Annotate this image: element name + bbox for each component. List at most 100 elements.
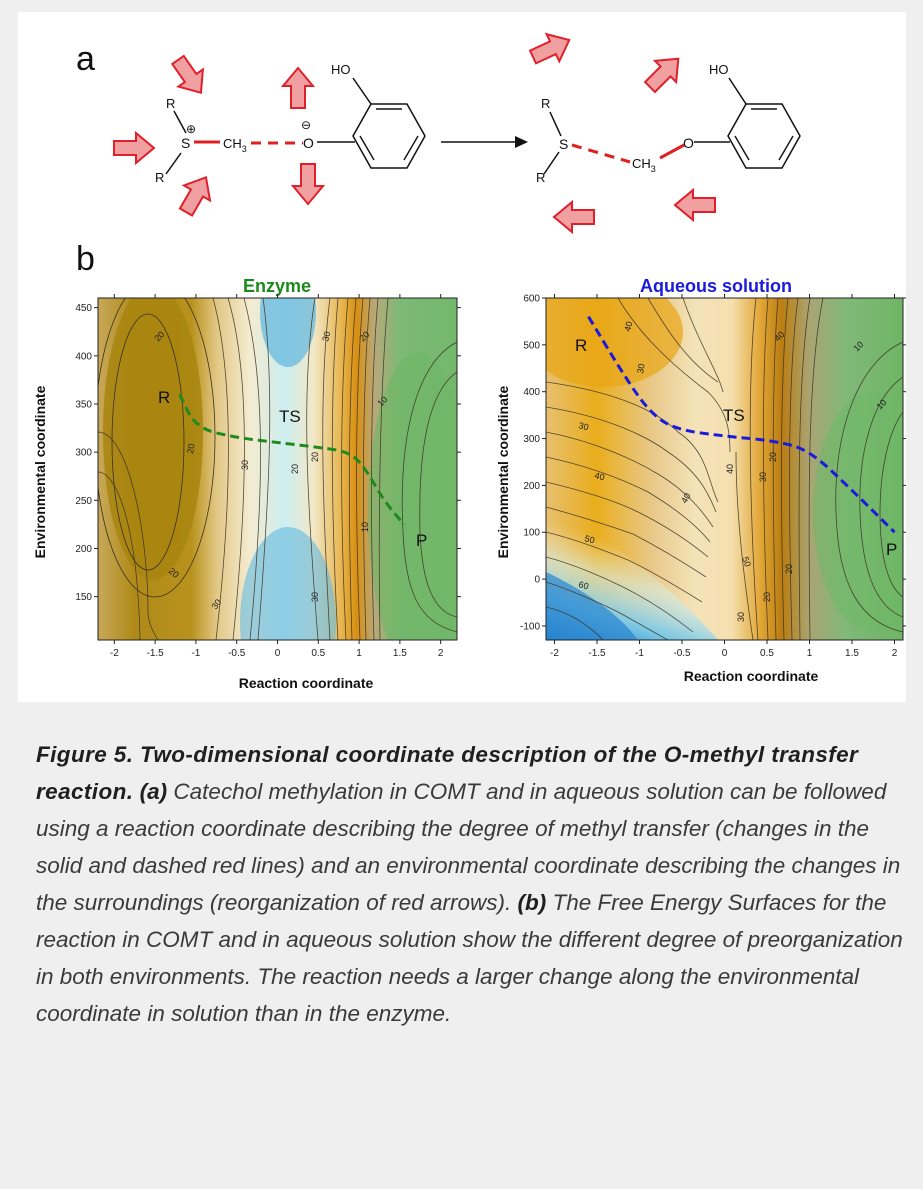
caption-heading: Figure 5. Two-dimensional coordinate des… <box>36 742 859 804</box>
hydroxyl-label: HO <box>331 62 351 77</box>
panel-a-label: a <box>76 40 95 78</box>
hydroxyl-label: HO <box>709 62 729 77</box>
caption-text-a: Catechol methylation in COMT and in aque… <box>36 779 901 915</box>
aqueous-axes: -2 -1.5 -1 -0.5 0 0.5 1 1.5 2 -100 0 100 200 300 400 50… <box>520 294 906 659</box>
reaction-arrow <box>441 136 528 148</box>
x-tick-label: -1 <box>191 648 200 659</box>
y-axis-label: Environmental coordinate <box>495 385 511 558</box>
enzyme-chart: Enzyme <box>32 276 461 691</box>
reorganization-arrow <box>292 163 324 205</box>
y-tick-label: 300 <box>523 434 540 445</box>
x-tick-label: 1 <box>807 648 813 659</box>
contour-label: 40 <box>679 491 693 505</box>
x-axis-label: Reaction coordinate <box>239 675 374 691</box>
y-tick-label: 100 <box>523 528 540 539</box>
enzyme-axes: -2 -1.5 -1 -0.5 0 0.5 1 1.5 2 150 200 250 300 350 400 4… <box>75 294 461 659</box>
x-tick-label: 2 <box>438 648 444 659</box>
contour-label: 30 <box>635 363 647 375</box>
reorganization-arrow <box>164 50 215 103</box>
x-tick-label: -2 <box>550 648 559 659</box>
reorganization-arrow <box>172 168 220 221</box>
y-tick-label: 250 <box>75 496 92 507</box>
y-tick-label: -100 <box>520 621 540 632</box>
x-tick-label: 0 <box>722 648 728 659</box>
reactant-structure: R R S ⊕ CH3 O ⊖ HO <box>113 50 426 221</box>
negative-charge: ⊖ <box>301 118 311 132</box>
product-structure: R R S CH3 O HO <box>525 25 801 233</box>
contour-label: 50 <box>583 533 595 545</box>
reorganization-arrow <box>282 67 314 109</box>
y-tick-label: 300 <box>75 448 92 459</box>
contour-label: 30 <box>320 330 332 342</box>
contour-label: 30 <box>209 597 223 611</box>
oxygen-label: O <box>683 135 694 151</box>
x-tick-label: -2 <box>110 648 119 659</box>
forming-bond <box>571 143 631 164</box>
contour-label: 20 <box>784 564 794 574</box>
y-tick-label: 500 <box>523 340 540 351</box>
x-tick-label: 2 <box>892 648 898 659</box>
caption-tag-b: (b) <box>517 890 547 915</box>
y-tick-label: 0 <box>534 575 540 586</box>
reorganization-arrow <box>553 201 595 233</box>
contour-label: 20 <box>762 592 772 602</box>
contour-label: 30 <box>310 592 320 602</box>
x-tick-label: 1.5 <box>393 648 407 659</box>
caption-text-b: The Free Energy Surfaces for the reactio… <box>36 890 903 1026</box>
contour-label: 30 <box>240 460 250 470</box>
y-tick-label: 400 <box>523 387 540 398</box>
contour-label: 20 <box>185 443 197 455</box>
x-tick-label: 0.5 <box>760 648 774 659</box>
x-tick-label: -0.5 <box>673 648 691 659</box>
x-tick-label: 0 <box>275 648 281 659</box>
contour-label: 50 <box>740 555 753 568</box>
benzene-ring <box>352 103 426 169</box>
contour-label: 40 <box>593 470 605 482</box>
contour-label: 20 <box>167 566 181 580</box>
contour-label: 30 <box>736 612 746 622</box>
reorganization-arrow <box>674 189 716 221</box>
y-axis-label: Environmental coordinate <box>32 385 48 558</box>
reorganization-arrow <box>525 25 577 72</box>
methyl-label: CH3 <box>223 136 247 154</box>
sulfur-label: S <box>181 135 190 151</box>
panel-b-label: b <box>76 240 95 278</box>
r-label: R <box>155 170 164 185</box>
sulfur-label: S <box>559 136 568 152</box>
y-tick-label: 600 <box>523 294 540 305</box>
benzene-ring <box>727 103 801 169</box>
x-tick-label: -1.5 <box>146 648 164 659</box>
reaction-path <box>178 393 406 526</box>
positive-charge: ⊕ <box>186 122 196 136</box>
y-tick-label: 200 <box>75 544 92 555</box>
product-marker: P <box>886 540 897 559</box>
figure-caption: Figure 5. Two-dimensional coordinate des… <box>36 736 906 1032</box>
contour-label: 60 <box>577 579 589 591</box>
oxygen-label: O <box>303 135 314 151</box>
contour-label: 40 <box>725 464 735 474</box>
x-axis-label: Reaction coordinate <box>684 668 819 684</box>
contour-label: 10 <box>360 522 370 532</box>
reaction-path <box>587 315 896 534</box>
x-tick-label: -1 <box>635 648 644 659</box>
reactant-marker: R <box>158 388 170 407</box>
figure-panel: a R R S ⊕ CH3 O ⊖ HO <box>18 12 906 702</box>
chart-title: Aqueous solution <box>640 276 792 296</box>
contour-label: 20 <box>768 452 778 462</box>
reorganization-arrow <box>113 132 155 164</box>
x-tick-label: -0.5 <box>228 648 246 659</box>
x-tick-label: 1 <box>356 648 362 659</box>
contour-label: 30 <box>758 472 768 482</box>
y-tick-label: 450 <box>75 303 92 314</box>
contour-label: 30 <box>577 420 589 432</box>
x-tick-label: 1.5 <box>845 648 859 659</box>
y-tick-label: 350 <box>75 399 92 410</box>
r-label: R <box>166 96 175 111</box>
y-tick-label: 400 <box>75 351 92 362</box>
chart-title: Enzyme <box>243 276 311 296</box>
contour-label: 20 <box>290 464 300 474</box>
reorganization-arrow <box>638 47 690 99</box>
transition-state-marker: TS <box>723 406 745 425</box>
x-tick-label: -1.5 <box>588 648 606 659</box>
r-label: R <box>541 96 550 111</box>
